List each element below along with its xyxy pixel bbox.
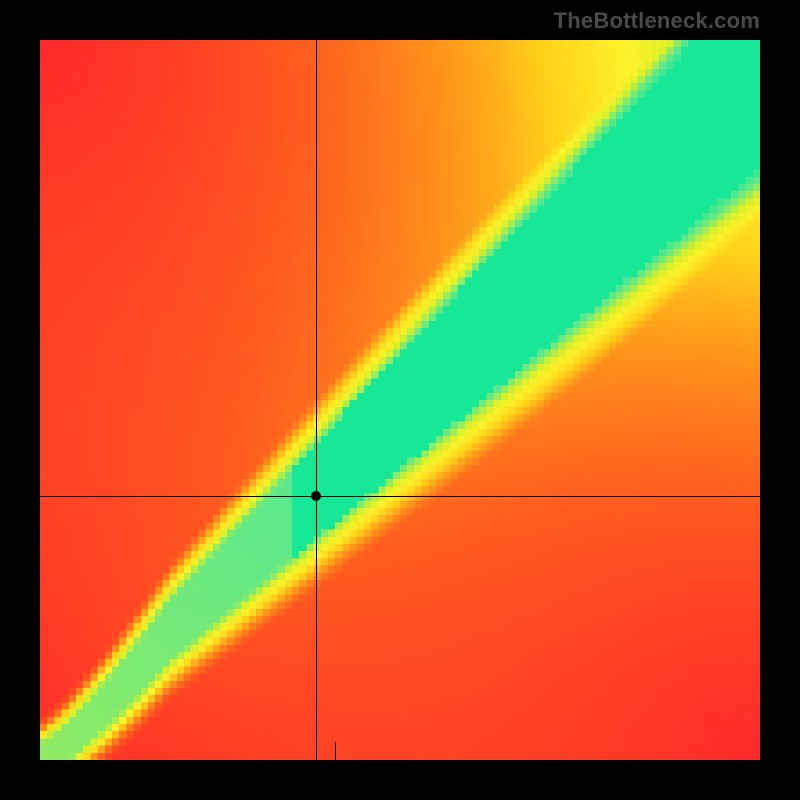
chart-container: TheBottleneck.com [0,0,800,800]
crosshair-vertical [316,40,317,760]
plot-area [40,40,760,760]
watermark-text: TheBottleneck.com [554,8,760,34]
crosshair-dot [311,491,321,501]
bottom-tick [335,742,336,760]
heatmap-canvas [40,40,760,760]
crosshair-horizontal [40,496,760,497]
